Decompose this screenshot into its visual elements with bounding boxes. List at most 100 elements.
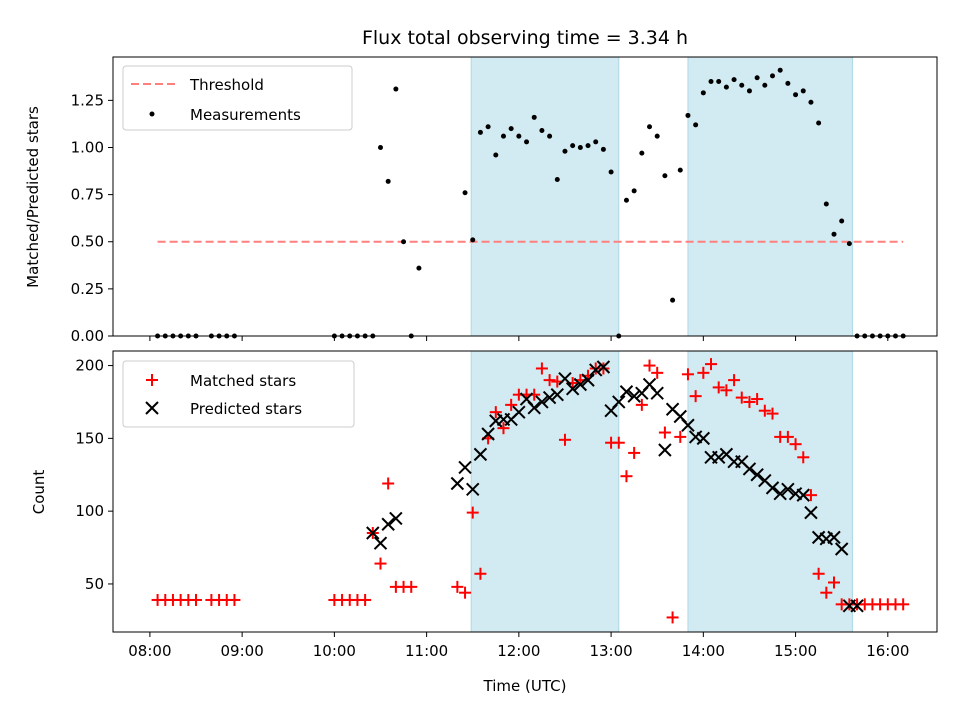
- measurement-point: [677, 167, 683, 173]
- x-tick-label: 12:00: [497, 642, 540, 660]
- matched-star-point: [828, 576, 840, 589]
- measurement-point: [647, 124, 653, 130]
- predicted-star-point: [535, 395, 549, 409]
- matched-star-point: [497, 422, 510, 435]
- matched-star-point: [228, 593, 241, 606]
- matched-star-point: [705, 358, 718, 371]
- measurement-point: [785, 80, 791, 86]
- predicted-star-point: [827, 530, 841, 545]
- matched-star-point: [451, 580, 464, 593]
- measurement-point: [723, 84, 729, 90]
- bottom-y-tick-label: 100: [75, 502, 104, 520]
- matched-star-point: [466, 506, 479, 519]
- top-shade-0: [470, 56, 620, 337]
- matched-star-point: [643, 359, 656, 372]
- matched-star-point: [804, 489, 817, 502]
- measurement-point: [470, 237, 476, 243]
- top-y-tick-label: 1.25: [71, 91, 104, 109]
- measurement-point: [762, 82, 768, 88]
- top-shade-1: [687, 56, 853, 337]
- measurement-point: [662, 173, 668, 179]
- predicted-star-point: [750, 468, 764, 482]
- x-tick-label: 11:00: [405, 642, 448, 660]
- predicted-star-point: [804, 505, 818, 520]
- predicted-star-point: [527, 401, 541, 415]
- measurement-point: [631, 188, 637, 194]
- matched-star-point: [728, 374, 741, 387]
- matched-star-point: [751, 393, 764, 406]
- predicted-star-point: [589, 363, 603, 377]
- bottom-plot-area: [151, 358, 910, 624]
- measurement-point: [800, 88, 806, 94]
- matched-star-point: [359, 593, 372, 606]
- matched-star-point: [720, 384, 733, 397]
- measurement-point: [539, 128, 545, 134]
- measurement-point: [708, 79, 714, 85]
- measurement-point: [416, 265, 422, 271]
- matched-star-point: [820, 586, 833, 599]
- matched-star-point: [674, 430, 687, 443]
- predicted-star-point: [473, 447, 488, 462]
- x-tick-label: 09:00: [221, 642, 264, 660]
- measurement-point: [508, 126, 514, 132]
- measurement-point: [401, 239, 407, 245]
- bottom-y-tick-label: 50: [85, 575, 104, 593]
- bottom-legend: Matched stars Predicted stars: [122, 360, 355, 428]
- matched-star-point: [628, 446, 641, 459]
- bottom-y-tick-label: 200: [75, 357, 104, 375]
- predicted-star-point: [366, 526, 380, 540]
- matched-star-point: [374, 557, 387, 570]
- matched-star-point: [758, 404, 771, 417]
- matched-star-point: [789, 438, 802, 451]
- predicted-star-point: [466, 482, 480, 497]
- predicted-star-point: [711, 450, 726, 464]
- predicted-star-point: [742, 462, 757, 476]
- top-y-tick-label: 0.00: [71, 327, 104, 345]
- measurement-point: [585, 143, 591, 149]
- measurement-point: [839, 218, 845, 224]
- matched-star-point: [505, 398, 518, 411]
- predicted-star-point: [581, 373, 595, 387]
- matched-legend-marker: [146, 374, 158, 386]
- top-x-ticks: [149, 336, 889, 341]
- measurement-point: [554, 177, 560, 183]
- bottom-y-ticks: 50 100 150 200: [75, 357, 113, 593]
- measurement-point: [593, 139, 599, 145]
- top-legend-box: [122, 65, 353, 131]
- measurement-point: [746, 88, 752, 94]
- matched-star-point: [405, 580, 418, 593]
- measurement-point: [670, 297, 676, 303]
- measurement-point: [731, 77, 737, 83]
- measurement-point: [493, 152, 499, 158]
- matched-star-point: [812, 567, 825, 580]
- top-y-ticks: 0.00 0.25 0.50 0.75 1.00 1.25: [71, 91, 113, 345]
- predicted-star-point: [389, 511, 403, 526]
- matched-star-point: [797, 451, 810, 464]
- measurement-point: [477, 129, 483, 135]
- measurement-point: [608, 169, 614, 175]
- measurement-point: [623, 197, 629, 203]
- x-axis-label: Time (UTC): [483, 677, 567, 695]
- top-y-tick-label: 1.00: [71, 138, 104, 156]
- matched-legend-label: Matched stars: [190, 372, 296, 390]
- measurements-legend-marker: [149, 111, 155, 117]
- predicted-star-point: [781, 482, 795, 497]
- predicted-star-point: [850, 599, 864, 613]
- measurement-point: [570, 143, 576, 149]
- measurement-point: [716, 79, 722, 85]
- matched-star-point: [712, 381, 725, 394]
- measurement-point: [846, 241, 852, 247]
- measurements-legend-label: Measurements: [190, 106, 301, 124]
- measurement-point: [377, 144, 383, 150]
- bottom-x-ticks: 08:00 09:00 10:00 11:00 12:00 13:00 14:00 15:00…: [128, 632, 909, 660]
- measurement-point: [808, 99, 814, 105]
- predicted-star-point: [381, 517, 395, 531]
- matched-star-point: [689, 390, 702, 403]
- predicted-star-point: [512, 405, 526, 419]
- predicted-star-point: [765, 481, 780, 495]
- measurement-point: [693, 122, 699, 128]
- predicted-star-point: [834, 542, 849, 556]
- matched-star-point: [620, 470, 633, 483]
- x-tick-label: 16:00: [866, 642, 909, 660]
